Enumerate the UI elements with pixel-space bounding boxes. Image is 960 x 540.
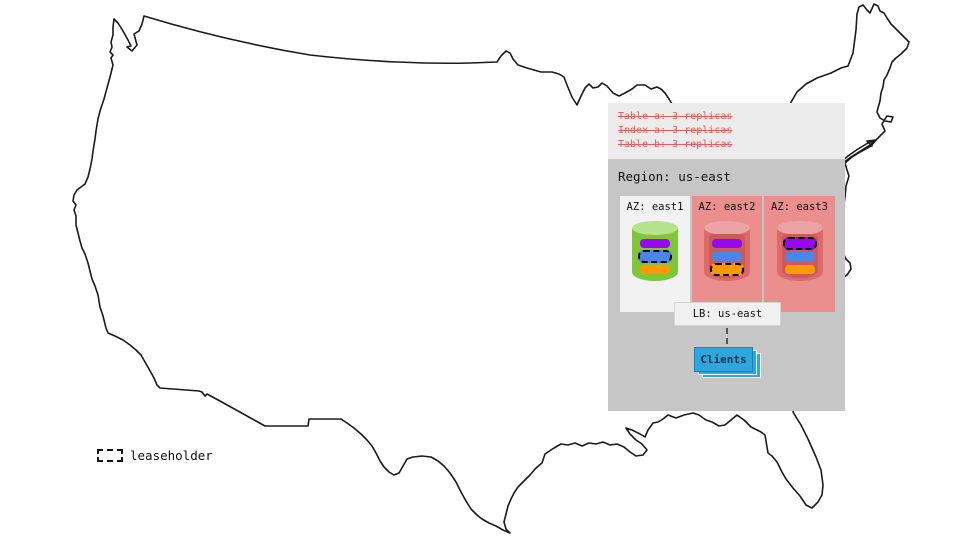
az-label: AZ: east1 bbox=[626, 201, 684, 213]
replica-bar-blue bbox=[785, 252, 815, 261]
az-box-east2: AZ: east2 bbox=[692, 196, 762, 312]
cylinder-top bbox=[777, 221, 823, 235]
database-cylinder bbox=[704, 221, 750, 286]
long-island-outline bbox=[840, 139, 877, 165]
clients-label: Clients bbox=[700, 353, 747, 366]
lb-clients-connector bbox=[726, 328, 728, 344]
replica-bar-purple bbox=[712, 239, 742, 248]
replica-bars bbox=[632, 221, 678, 286]
region-title: Region: us-east bbox=[618, 169, 731, 184]
leaseholder-legend-label: leaseholder bbox=[130, 448, 213, 463]
az-label: AZ: east3 bbox=[771, 201, 828, 213]
leaseholder-bar-blue bbox=[638, 250, 672, 263]
cylinder-top bbox=[632, 221, 678, 235]
replica-bar-purple bbox=[640, 239, 670, 248]
az-box-east3: AZ: east3 bbox=[764, 196, 835, 312]
replication-annotation-box: Table a: 3 replicas Index a: 3 replicas … bbox=[608, 103, 845, 159]
az-box-east1: AZ: east1 bbox=[620, 196, 690, 312]
load-balancer-label: LB: us-east bbox=[692, 308, 763, 320]
cylinder-top bbox=[704, 221, 750, 235]
replica-bar-blue bbox=[712, 252, 742, 261]
database-cylinder bbox=[777, 221, 823, 286]
clients-stack: Clients bbox=[694, 347, 764, 382]
clients-box: Clients bbox=[694, 347, 753, 372]
replica-bars bbox=[704, 221, 750, 286]
replica-bar-orange bbox=[640, 265, 670, 274]
leaseholder-bar-purple bbox=[783, 237, 817, 250]
database-cylinder bbox=[632, 221, 678, 286]
leaseholder-legend-swatch bbox=[97, 449, 123, 462]
az-label: AZ: east2 bbox=[698, 201, 756, 213]
annotation-line: Table a: 3 replicas bbox=[618, 111, 733, 122]
annotation-line: Index a: 3 replicas bbox=[618, 125, 733, 136]
load-balancer-box: LB: us-east bbox=[674, 302, 781, 326]
replica-bars bbox=[777, 221, 823, 286]
replica-bar-orange bbox=[785, 265, 815, 274]
us-mainland-outline bbox=[72, 3, 910, 534]
leaseholder-bar-orange bbox=[710, 263, 744, 276]
annotation-line: Table b: 3 replicas bbox=[618, 139, 733, 150]
